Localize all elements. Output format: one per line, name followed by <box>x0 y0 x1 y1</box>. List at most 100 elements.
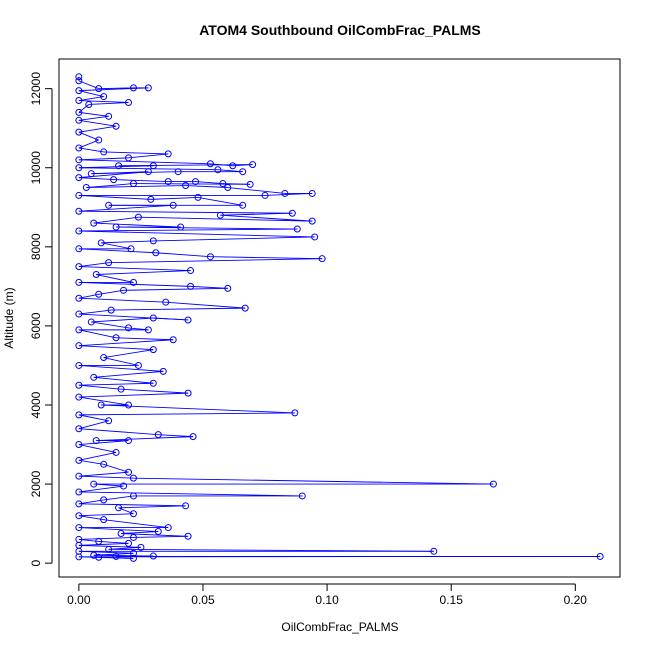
series-segment <box>78 537 134 540</box>
data-point <box>239 201 247 209</box>
series-segment <box>153 236 315 242</box>
series-segment <box>78 485 124 493</box>
data-point <box>129 492 137 500</box>
data-point <box>149 346 157 354</box>
data-point <box>308 189 316 197</box>
data-point <box>75 263 83 271</box>
y-tick-label: 4000 <box>29 391 43 418</box>
data-point <box>152 249 160 257</box>
data-point <box>129 554 137 562</box>
series-segment <box>78 527 159 532</box>
series-segment <box>78 459 104 465</box>
series-segment <box>103 519 169 529</box>
series-segment <box>78 339 174 347</box>
data-point <box>149 552 157 560</box>
data-point <box>75 108 83 116</box>
series-segment <box>113 179 169 183</box>
series-segment <box>78 90 104 98</box>
data-point <box>95 537 103 545</box>
series-segment <box>78 147 104 153</box>
series-segment <box>128 153 169 159</box>
data-point <box>149 314 157 322</box>
y-tick-label: 10000 <box>29 151 43 185</box>
data-point <box>110 176 118 184</box>
series-segment <box>93 222 181 228</box>
series-segment <box>78 420 109 430</box>
series-segment <box>78 210 293 214</box>
data-point <box>241 304 249 312</box>
data-point <box>112 223 120 231</box>
series-segment <box>78 230 315 238</box>
series-segment <box>121 388 189 394</box>
series-segment <box>78 440 129 445</box>
data-point <box>100 148 108 156</box>
data-point <box>308 217 316 225</box>
data-point <box>261 191 269 199</box>
series-segment <box>78 382 154 386</box>
data-point <box>115 162 123 170</box>
data-point <box>75 310 83 318</box>
series-segment <box>78 119 117 127</box>
data-point <box>129 180 137 188</box>
data-point <box>75 73 83 81</box>
series-segment <box>78 396 129 406</box>
data-point <box>206 253 214 261</box>
series-segment <box>78 428 159 436</box>
x-tick-label: 0.15 <box>440 593 464 607</box>
data-point <box>95 136 103 144</box>
data-point <box>75 472 83 480</box>
series-segment <box>93 376 154 384</box>
data-point <box>75 326 83 334</box>
data-point <box>125 324 133 332</box>
series-segment <box>86 185 186 188</box>
data-point <box>75 97 83 105</box>
chart-title: ATOM4 Southbound OilCombFrac_PALMS <box>199 22 481 38</box>
series-segment <box>101 404 295 414</box>
data-point <box>154 431 162 439</box>
data-point <box>112 122 120 130</box>
series-segment <box>101 242 132 250</box>
series-segment <box>78 550 134 554</box>
series-segment <box>78 100 129 103</box>
series-segment <box>88 102 129 105</box>
series-segment <box>78 491 303 497</box>
series-segment <box>101 240 154 244</box>
series-segment <box>78 345 154 351</box>
data-point <box>107 306 115 314</box>
data-point <box>95 553 103 561</box>
series-segment <box>78 96 104 101</box>
data-point <box>187 282 195 290</box>
data-point <box>100 93 108 101</box>
data-point <box>182 182 190 190</box>
x-tick-label: 0.05 <box>191 593 215 607</box>
series-segment <box>78 177 114 181</box>
data-point <box>125 401 133 409</box>
series-segment <box>78 248 156 254</box>
data-point <box>75 77 83 85</box>
series-segment <box>78 392 189 398</box>
data-point <box>75 227 83 235</box>
series-segment <box>93 216 139 224</box>
series-segment <box>78 266 191 271</box>
data-point <box>75 156 83 164</box>
data-point <box>117 385 125 393</box>
data-point <box>85 100 93 108</box>
data-point <box>75 144 83 152</box>
y-tick-label: 8000 <box>29 233 43 260</box>
series-segment <box>78 139 99 149</box>
data-point <box>75 342 83 350</box>
data-point <box>75 116 83 124</box>
data-point <box>75 128 83 136</box>
data-point <box>164 178 172 186</box>
data-point <box>214 166 222 174</box>
series-lines <box>78 76 601 559</box>
series-segment <box>78 297 166 303</box>
series-segment <box>98 540 129 544</box>
series-segment <box>78 414 109 422</box>
data-point <box>100 496 108 504</box>
data-point <box>298 492 306 500</box>
data-point <box>224 184 232 192</box>
data-point <box>75 381 83 389</box>
y-tick-label: 12000 <box>29 72 43 106</box>
data-point <box>75 524 83 532</box>
